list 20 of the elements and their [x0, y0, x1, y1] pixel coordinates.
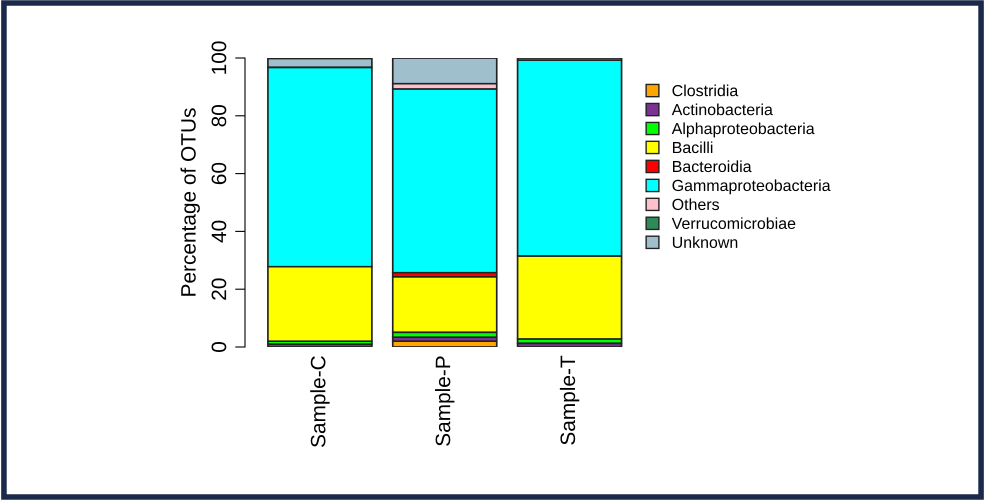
x-tick-label: Sample-C: [310, 356, 330, 448]
x-tick-label: Sample-T: [560, 356, 580, 445]
legend-label: Others: [672, 198, 720, 210]
legend-label: Bacilli: [672, 141, 712, 154]
y-tick-label: 20: [212, 278, 226, 300]
y-axis-title: Percentage of OTUs: [180, 108, 200, 296]
legend-label: Verrucomicrobiae: [672, 217, 796, 230]
legend-label: Clostridia: [672, 84, 738, 96]
legend-label: Unknown: [672, 236, 738, 248]
legend-label: Actinobacteria: [672, 104, 773, 116]
legend-label: Gammaproteobacteria: [672, 179, 831, 194]
legend-label: Bacteroidia: [672, 160, 752, 172]
y-tick-label: 60: [212, 162, 226, 184]
y-tick-label: 100: [212, 41, 226, 74]
x-tick-label: Sample-P: [435, 356, 454, 446]
legend-label: Alphaproteobacteria: [672, 122, 815, 138]
y-tick-label: 80: [212, 105, 226, 126]
y-tick-label: 0: [212, 342, 226, 352]
bar: [392, 88, 498, 274]
y-tick-label: 40: [212, 220, 226, 243]
